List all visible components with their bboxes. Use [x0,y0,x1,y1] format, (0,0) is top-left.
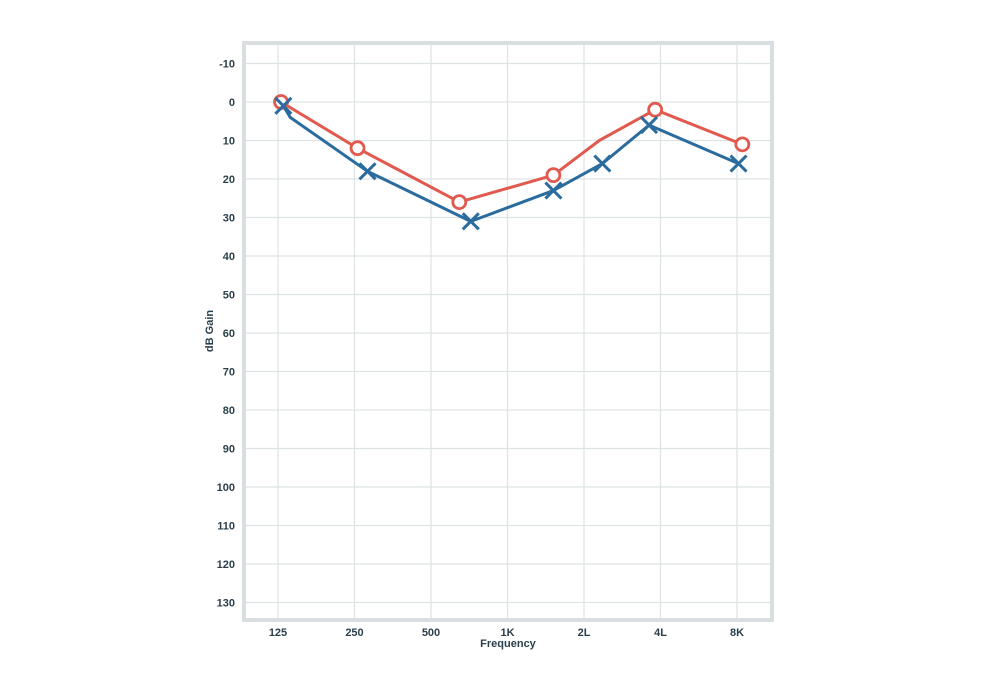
y-tick-label: 90 [223,444,235,456]
x-tick-label: 125 [269,627,287,639]
y-tick-label: 50 [223,290,235,302]
x-tick-label: 500 [422,627,440,639]
circle-series [273,94,751,211]
x-tick-label: 8K [730,627,744,639]
x-tick-label: 1K [500,627,514,639]
circle-marker-icon [545,167,562,184]
cross-series [274,96,748,231]
y-tick-label: 40 [223,251,235,263]
circle-marker-icon [451,194,468,211]
y-tick-label: 0 [229,97,235,109]
x-marker-icon [461,212,480,231]
x-marker-icon [544,181,563,200]
data-series [273,94,751,231]
x-marker-icon [358,162,377,181]
circle-marker-icon [734,136,751,153]
grid-lines [246,45,770,618]
y-tick-label: 80 [223,405,235,417]
y-tick-label: -10 [219,59,235,71]
x-tick-label: 250 [345,627,363,639]
x-axis-ticks: 125 250 500 1K 2L 4L 8K [269,627,744,639]
x-axis-title: Frequency [480,638,537,650]
y-axis-ticks: -10 0 10 20 30 40 50 60 70 80 90 100 110 120 130 [217,59,235,610]
x-marker-icon [593,154,612,173]
y-tick-label: 100 [217,482,235,494]
x-marker-icon [274,96,293,115]
y-tick-label: 10 [223,136,235,148]
x-tick-label: 4L [654,627,667,639]
circle-marker-icon [349,140,366,157]
x-tick-label: 2L [578,627,591,639]
x-marker-icon [729,154,748,173]
y-tick-label: 60 [223,328,235,340]
y-tick-label: 20 [223,174,235,186]
y-axis-title: dB Gain [204,310,216,352]
y-tick-label: 130 [217,598,235,610]
x-marker-icon [639,116,659,135]
y-tick-label: 70 [223,367,235,379]
circle-marker-icon [647,101,664,118]
y-tick-label: 120 [217,559,235,571]
y-tick-label: 110 [217,521,235,533]
y-tick-label: 30 [223,213,235,225]
